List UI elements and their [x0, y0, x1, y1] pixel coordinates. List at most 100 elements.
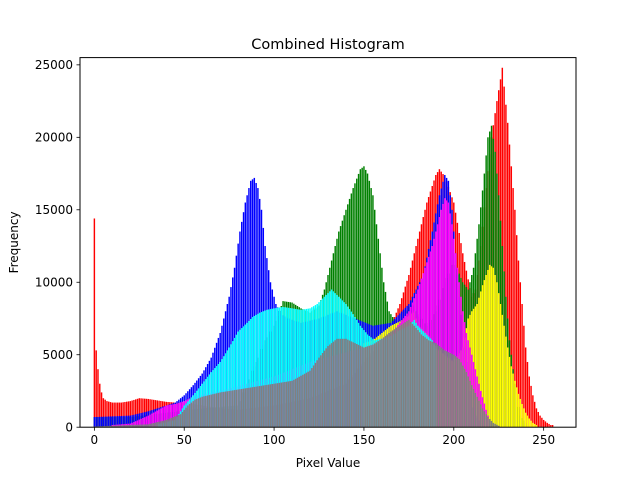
histogram-bar: [248, 188, 250, 428]
histogram-bar: [228, 390, 230, 428]
histogram-bar: [255, 386, 257, 428]
histogram-bar: [379, 339, 381, 428]
histogram-bar: [262, 311, 265, 428]
histogram-bar: [318, 357, 320, 428]
histogram-bar: [115, 402, 117, 428]
histogram-bar: [368, 180, 371, 428]
histogram-bar: [273, 308, 275, 428]
histogram-bar: [264, 385, 266, 428]
histogram-bar: [359, 345, 362, 428]
histogram-bar: [151, 413, 153, 428]
histogram-bar: [330, 343, 333, 428]
histogram-bar: [174, 416, 176, 428]
histogram-bar: [496, 424, 498, 428]
histogram-bar: [287, 381, 290, 428]
histogram-bar: [498, 425, 500, 428]
histogram-bar: [316, 360, 318, 428]
histogram-bar: [298, 309, 300, 428]
x-tick-label: 250: [532, 433, 555, 447]
histogram-bar: [400, 324, 403, 428]
histogram-bar: [505, 336, 507, 428]
histogram-bar: [336, 338, 338, 428]
histogram-bar: [435, 343, 437, 428]
histogram-bar: [485, 275, 487, 428]
histogram-bar: [160, 421, 162, 428]
histogram-bar: [97, 416, 99, 428]
histogram-bar: [291, 308, 293, 428]
histogram-bar: [237, 389, 239, 428]
histogram-bar: [217, 392, 220, 428]
histogram-bar: [483, 411, 486, 428]
histogram-bar: [325, 348, 327, 428]
histogram-bar: [99, 416, 101, 428]
histogram-bar: [431, 341, 433, 428]
histogram-bar: [505, 104, 507, 428]
histogram-bar: [532, 422, 534, 428]
histogram-bar: [436, 344, 439, 428]
histogram-bar: [406, 321, 408, 428]
histogram-bar: [118, 425, 121, 428]
histogram-bar: [517, 260, 520, 428]
histogram-bar: [156, 410, 158, 428]
histogram-bar: [244, 324, 247, 428]
histogram-bar: [154, 422, 157, 428]
x-axis-ticks: 0 50 100 150 200 250: [91, 427, 555, 447]
histogram-bar: [280, 307, 282, 428]
histogram-bar: [113, 416, 115, 428]
histogram-bar: [142, 424, 144, 428]
histogram-bar: [140, 398, 142, 428]
histogram-bar: [285, 307, 288, 428]
histogram-bar: [248, 320, 250, 428]
histogram-bar: [489, 264, 491, 428]
histogram-bar: [136, 424, 139, 428]
histogram-bar: [366, 173, 369, 428]
histogram-bar: [97, 369, 99, 428]
histogram-bar: [131, 424, 133, 428]
histogram-bar: [462, 365, 464, 428]
histogram-bar: [420, 334, 423, 428]
histogram-bar: [302, 309, 304, 428]
histogram-bar: [300, 309, 302, 428]
histogram-bar: [375, 342, 378, 428]
histogram-bar: [241, 221, 243, 428]
histogram-bar: [305, 308, 308, 428]
histogram-bar: [426, 338, 428, 428]
histogram-bar: [467, 376, 469, 428]
histogram-bar: [165, 405, 167, 428]
histogram-bar: [143, 424, 146, 428]
histogram-bar: [447, 352, 450, 428]
histogram-bar: [133, 421, 135, 428]
x-tick-label: 50: [177, 433, 192, 447]
histogram-bar: [530, 420, 532, 428]
histogram-bar: [528, 418, 530, 428]
histogram-bar: [215, 393, 218, 428]
bars-layer: [93, 67, 554, 428]
histogram-bar: [291, 380, 293, 428]
histogram-bar: [275, 308, 277, 428]
histogram-bar: [199, 397, 202, 428]
histogram-bar: [169, 404, 171, 428]
histogram-bar: [280, 382, 282, 428]
y-tick-label: 15000: [35, 203, 73, 217]
histogram-bar: [106, 425, 108, 428]
histogram-bar: [524, 347, 527, 428]
histogram-bar: [413, 325, 415, 428]
histogram-bar: [363, 347, 365, 428]
histogram-bar: [377, 341, 380, 428]
histogram-bar: [285, 381, 288, 428]
histogram-bar: [546, 422, 548, 428]
histogram-bar: [339, 338, 342, 428]
histogram-bar: [134, 421, 137, 428]
histogram-bar: [131, 415, 133, 428]
histogram-bar: [163, 420, 166, 428]
histogram-bar: [194, 399, 196, 428]
histogram-bar: [205, 395, 207, 428]
histogram-bar: [124, 415, 126, 428]
histogram-bar: [262, 385, 265, 428]
histogram-bar: [300, 375, 302, 428]
histogram-bar: [264, 310, 266, 428]
histogram-bar: [244, 202, 247, 428]
histogram-bar: [147, 424, 150, 428]
histogram-bar: [212, 394, 214, 428]
histogram-bar: [415, 327, 417, 428]
